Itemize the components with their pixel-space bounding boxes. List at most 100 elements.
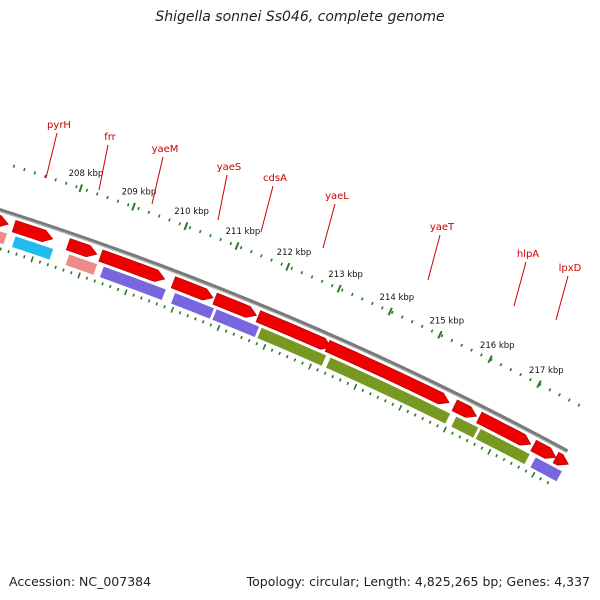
outer-tick	[338, 378, 342, 382]
cds-arrow[interactable]	[170, 276, 214, 301]
gene-feature-block[interactable]	[211, 308, 261, 339]
scale-tick	[116, 199, 120, 203]
scale-tick	[198, 229, 202, 234]
outer-tick	[178, 311, 182, 315]
outer-tick	[531, 471, 536, 478]
scale-tick	[137, 206, 140, 211]
scale-tick	[54, 178, 57, 182]
scale-tick-label: 208 kbp	[69, 169, 104, 179]
scale-tick	[290, 266, 294, 271]
outer-tick	[70, 271, 73, 275]
outer-tick	[77, 272, 81, 279]
gene-feature-block[interactable]	[64, 253, 99, 276]
scale-tick	[126, 203, 130, 207]
gene-feature-block[interactable]	[324, 356, 452, 425]
scale-tick	[95, 192, 99, 196]
scale-tick	[340, 288, 344, 292]
outer-tick	[285, 354, 289, 359]
outer-tick	[15, 252, 18, 256]
outer-tick	[546, 481, 550, 485]
scale-tick	[33, 171, 37, 175]
outer-tick	[406, 409, 410, 414]
scale-tick	[558, 393, 561, 397]
outer-tick	[353, 383, 358, 390]
scale-tick	[157, 214, 161, 218]
outer-tick	[155, 302, 159, 306]
cds-arrow[interactable]	[212, 292, 258, 318]
scale-tick	[470, 348, 473, 352]
cds-arrow[interactable]	[0, 211, 9, 228]
scale-tick-label: 217 kbp	[529, 366, 564, 376]
outer-tick	[270, 348, 274, 352]
gene-feature-block[interactable]	[474, 427, 531, 466]
outer-tick	[450, 431, 454, 435]
cds-arrow[interactable]	[530, 439, 557, 459]
scale-tick	[239, 245, 243, 250]
scale-tick-label: 213 kbp	[328, 270, 363, 280]
outer-tick	[436, 424, 439, 428]
scale-major-tick	[336, 284, 342, 293]
outer-tick	[201, 320, 205, 324]
cds-arrow[interactable]	[552, 451, 569, 466]
outer-tick	[93, 279, 96, 283]
gene-leader-line	[260, 185, 274, 233]
outer-tick	[101, 282, 104, 286]
gene-label[interactable]: yaeM	[152, 144, 179, 155]
outer-tick	[54, 265, 57, 270]
gene-label[interactable]: yaeL	[325, 191, 349, 202]
scale-tick	[519, 372, 522, 377]
gene-label[interactable]: lpxD	[559, 263, 582, 274]
gene-leader-line	[217, 174, 228, 221]
cds-arrow[interactable]	[451, 399, 477, 418]
map-title: Shigella sonnei Ss046, complete genome	[155, 9, 445, 25]
gene-feature-block[interactable]	[10, 235, 55, 261]
cds-arrow[interactable]	[255, 310, 332, 350]
gene-label[interactable]: frr	[104, 132, 116, 143]
scale-tick	[188, 225, 192, 230]
cds-arrow[interactable]	[324, 340, 450, 405]
scale-tick-label: 216 kbp	[480, 341, 515, 351]
gene-label[interactable]: yaeS	[217, 162, 242, 173]
outer-tick	[240, 335, 243, 340]
outer-tick	[308, 363, 312, 370]
scale-tick	[64, 181, 68, 185]
scale-tick	[370, 301, 374, 306]
gene-label[interactable]: hlpA	[517, 249, 539, 260]
scale-tick	[280, 262, 284, 266]
scale-major-tick	[387, 307, 393, 316]
scale-tick	[219, 237, 222, 242]
outer-tick	[170, 306, 175, 313]
cds-arrow[interactable]	[65, 238, 98, 258]
scale-tick	[300, 270, 304, 275]
gene-label[interactable]: yaeT	[430, 222, 455, 233]
gene-leader-line	[555, 275, 569, 321]
gene-feature-block[interactable]	[256, 326, 328, 367]
scale-tick	[75, 185, 78, 189]
cds-arrow[interactable]	[476, 411, 532, 446]
gene-feature-block[interactable]	[0, 226, 9, 246]
gene-label[interactable]: cdsA	[263, 173, 287, 184]
scale-tick	[178, 222, 181, 226]
outer-tick	[278, 351, 281, 356]
gene-feature-block[interactable]	[169, 291, 216, 320]
outer-tick	[46, 263, 50, 267]
outer-tick	[232, 332, 236, 336]
outer-tick	[346, 381, 350, 386]
scale-major-tick	[487, 355, 493, 364]
scale-tick	[410, 319, 414, 324]
cds-arrow[interactable]	[98, 249, 166, 282]
cds-arrow[interactable]	[11, 220, 54, 243]
gene-feature-block[interactable]	[450, 415, 480, 439]
outer-tick	[224, 329, 228, 333]
gene-feature-block[interactable]	[98, 265, 167, 302]
scale-tick-label: 209 kbp	[122, 188, 157, 198]
outer-tick	[524, 469, 528, 473]
gene-feature-block[interactable]	[529, 456, 563, 483]
outer-tick	[85, 276, 89, 280]
scale-tick	[310, 275, 314, 279]
outer-tick	[23, 255, 26, 259]
outer-tick	[247, 338, 251, 343]
gene-label[interactable]: pyrH	[47, 120, 71, 131]
scale-tick	[538, 383, 542, 387]
